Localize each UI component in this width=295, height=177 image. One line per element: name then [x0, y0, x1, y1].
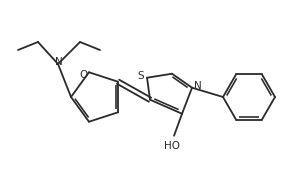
Text: S: S	[138, 71, 144, 81]
Text: O: O	[80, 70, 88, 80]
Text: N: N	[55, 57, 63, 67]
Text: HO: HO	[164, 141, 180, 151]
Text: N: N	[194, 81, 202, 91]
